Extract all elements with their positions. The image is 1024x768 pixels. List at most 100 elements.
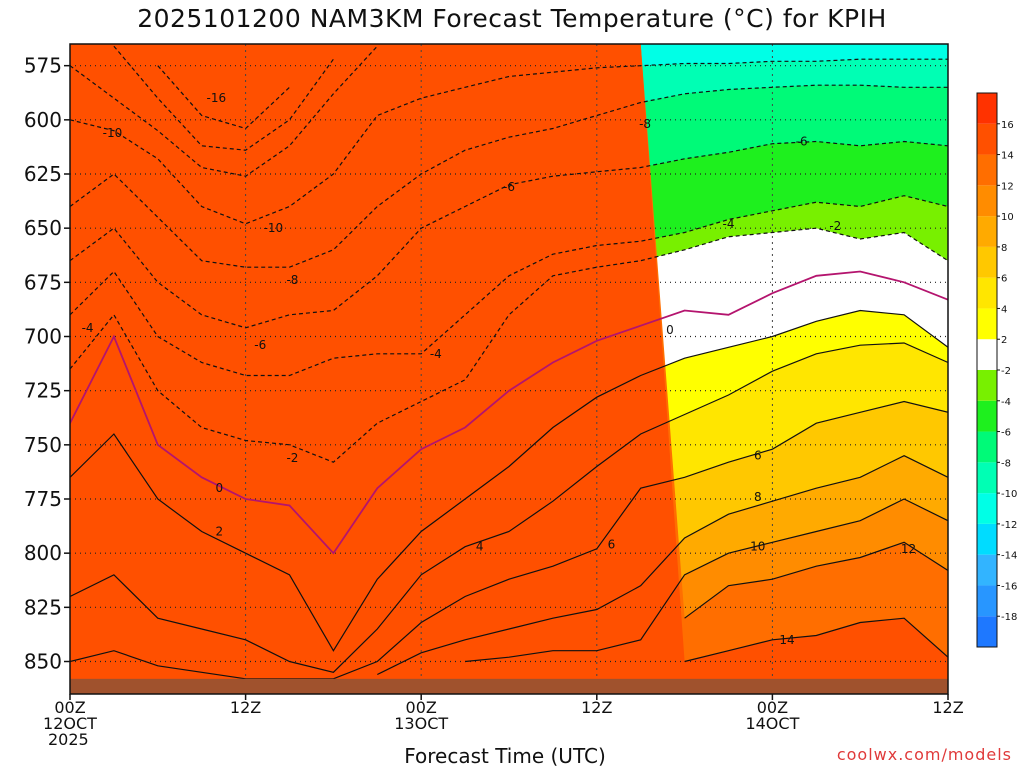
colorbar-label: -4 (1001, 397, 1011, 408)
chart-title: 2025101200 NAM3KM Forecast Temperature (… (137, 4, 887, 33)
x-tick-label: 00Z (54, 698, 85, 717)
colorbar-swatch (977, 185, 997, 217)
colorbar-label: 16 (1001, 120, 1014, 131)
isotherm--4 (70, 195, 948, 377)
x-tick-label: 00Z (406, 698, 437, 717)
x-tick-label: 12Z (581, 698, 612, 717)
contour-label: 6 (754, 449, 762, 463)
contour-labels: -16 -10 -10 -8 -8 -6 -6 -6 -4 -4 -4 -2 -2 0 0 2 4 6 6 8 10 12… (82, 91, 917, 647)
contour-label: -16 (207, 91, 227, 105)
colorbar-swatch (977, 154, 997, 186)
y-tick-label: 675 (24, 270, 62, 294)
contour-label: 10 (750, 540, 765, 554)
contour-label: -10 (264, 221, 284, 235)
colorbar-label: 2 (1001, 335, 1007, 346)
contour-label: -6 (796, 135, 808, 149)
isotherm-0 (70, 270, 948, 555)
colorbar-label: -8 (1001, 458, 1011, 469)
isotherm-12 (684, 541, 948, 619)
colorbar-swatch (977, 123, 997, 155)
temperature-bands (70, 44, 948, 694)
terrain (70, 678, 948, 694)
isotherm--2 (70, 227, 948, 463)
plot-frame (69, 43, 949, 695)
contour-label: -4 (723, 217, 735, 231)
contour-label: 6 (608, 538, 616, 552)
x-tick-label: 12Z (932, 698, 963, 717)
isotherm-14 (684, 617, 948, 663)
colorbar-swatch (977, 523, 997, 555)
y-tick-label: 775 (24, 487, 62, 511)
colorbar-label: -2 (1001, 366, 1011, 377)
y-tick-label: 725 (24, 379, 62, 403)
x-tick-label: 12Z (230, 698, 261, 717)
colorbar-label: 14 (1001, 151, 1014, 162)
x-tick-label: 14OCT (745, 714, 799, 733)
contour-label: -4 (82, 321, 94, 335)
colorbar-swatch (977, 339, 997, 370)
y-tick-label: 625 (24, 162, 62, 186)
contour-label: -6 (254, 338, 266, 352)
isotherm--12 (70, 45, 378, 177)
y-tick-label: 800 (24, 541, 62, 565)
band-above-14 (70, 44, 948, 694)
y-tick-label: 750 (24, 433, 62, 457)
contour-label: 0 (666, 323, 674, 337)
isotherm-2 (70, 309, 948, 652)
colorbar-swatch (977, 431, 997, 463)
colorbar-swatch (977, 462, 997, 494)
contour-label: 4 (476, 540, 484, 554)
colorbar-label: 10 (1001, 212, 1014, 223)
colorbar-label: -12 (1001, 520, 1017, 531)
contour-label: 14 (779, 633, 794, 647)
isotherm-10 (465, 498, 948, 663)
colorbar-swatch (977, 370, 997, 401)
contour-label: 0 (215, 481, 223, 495)
plot-border (69, 43, 949, 695)
colorbar-label: -14 (1001, 551, 1017, 562)
y-tick-label: 825 (24, 595, 62, 619)
contour-label: 2 (215, 525, 223, 539)
colorbar-swatch (977, 277, 997, 309)
colorbar-swatch (977, 216, 997, 247)
isotherm--16 (157, 65, 290, 130)
isotherm-lines (70, 45, 948, 680)
isotherm-8 (377, 455, 948, 676)
x-tick-label: 2025 (48, 730, 89, 749)
colorbar-label: -10 (1001, 489, 1017, 500)
contour-label: -8 (286, 273, 298, 287)
colorbar-label: 12 (1001, 181, 1014, 192)
colorbar-swatch (977, 585, 997, 617)
colorbar-label: -6 (1001, 428, 1011, 439)
colorbar-swatch (977, 246, 997, 278)
x-tick-label: 12OCT (43, 714, 97, 733)
isotherm--6 (70, 140, 948, 329)
contour-label: 12 (901, 542, 916, 556)
contour-label: -8 (639, 117, 651, 131)
contour-label: -6 (503, 180, 515, 194)
contour-label: -10 (103, 126, 123, 140)
y-tick-label: 650 (24, 216, 62, 240)
colorbar-label: 6 (1001, 274, 1007, 285)
colorbar-swatch (977, 93, 997, 124)
y-tick-label: 600 (24, 108, 62, 132)
colorbar-label: -16 (1001, 581, 1017, 592)
x-axis-label: Forecast Time (UTC) (404, 744, 606, 768)
pressure-axis: 575 600 625 650 675 700 725 750 775 800 825 850 (24, 54, 70, 674)
colorbar-swatch (977, 493, 997, 524)
colorbar-label: 4 (1001, 304, 1007, 315)
site-credit[interactable]: coolwx.com/models (836, 745, 1012, 764)
y-tick-label: 700 (24, 325, 62, 349)
colorbar-label: 8 (1001, 243, 1007, 254)
y-tick-label: 850 (24, 650, 62, 674)
isotherm-6 (70, 400, 948, 680)
ground-layer (70, 678, 948, 694)
colorbar-swatch (977, 616, 997, 647)
colorbar-label: -18 (1001, 612, 1017, 623)
colorbar-swatch (977, 554, 997, 586)
colorbar-swatch (977, 400, 997, 432)
contour-label: -4 (430, 347, 442, 361)
isotherm--10 (70, 58, 948, 225)
